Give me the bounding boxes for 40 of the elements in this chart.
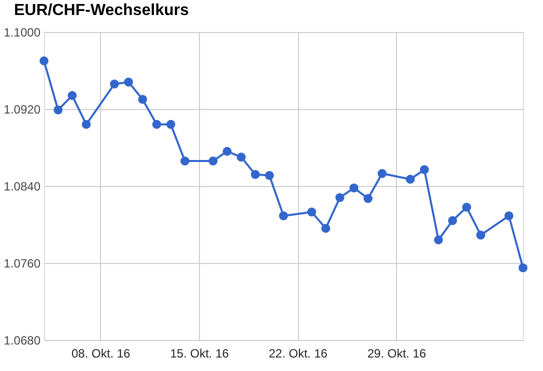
point — [279, 211, 288, 220]
point — [476, 230, 486, 240]
x-tick-label: 08. Okt. 16 — [72, 346, 131, 360]
point — [448, 216, 458, 226]
y-tick-label: 1.0920 — [4, 102, 41, 116]
point — [518, 263, 528, 272]
point — [321, 224, 330, 233]
y-tick-label: 1.0840 — [4, 180, 41, 194]
point — [250, 170, 260, 179]
point — [82, 120, 91, 129]
point — [208, 156, 218, 166]
x-tick-label: 15. Okt. 16 — [170, 346, 230, 360]
x-tick-label: 22. Okt. 16 — [268, 346, 328, 360]
point — [364, 194, 372, 203]
point — [236, 152, 246, 162]
point — [504, 211, 514, 220]
point — [124, 78, 133, 87]
point — [152, 120, 162, 129]
point — [434, 235, 443, 244]
point — [462, 202, 472, 212]
y-tick-label: 1.1000 — [4, 26, 41, 40]
point — [264, 170, 274, 180]
point — [349, 183, 358, 192]
y-tick-label: 1.0680 — [4, 334, 41, 348]
point — [40, 56, 48, 66]
point — [307, 208, 316, 216]
x-tick-label: 29. Okt. 16 — [367, 346, 426, 360]
point — [166, 120, 176, 129]
chart-title: EUR/CHF-Wechselkurs — [14, 2, 189, 19]
point — [138, 94, 148, 104]
point — [180, 156, 190, 166]
point — [378, 169, 387, 178]
point — [335, 193, 344, 202]
point — [406, 174, 415, 184]
y-tick-label: 1.0760 — [4, 256, 41, 270]
point — [54, 106, 63, 114]
point — [420, 165, 429, 174]
point — [222, 146, 232, 156]
point — [110, 80, 119, 88]
point — [68, 91, 77, 100]
